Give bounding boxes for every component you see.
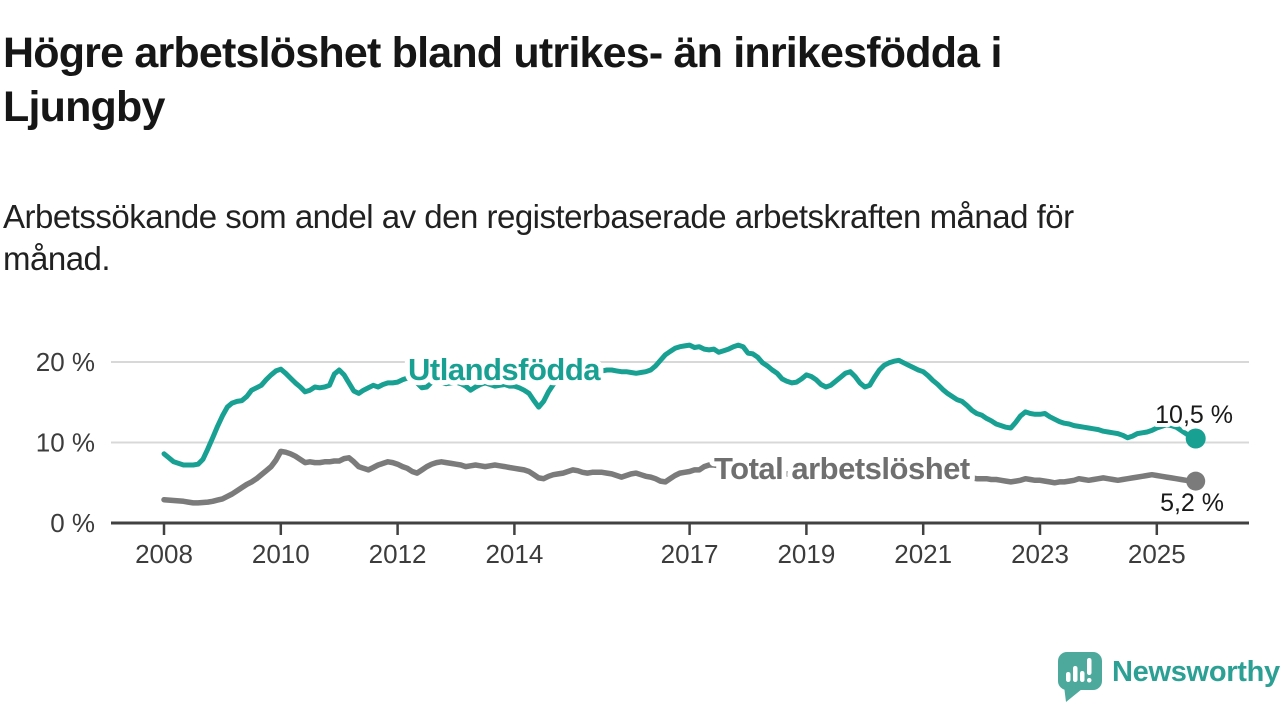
page-title: Högre arbetslöshet bland utrikes- än inr… bbox=[3, 26, 1243, 134]
gridlines bbox=[111, 361, 1249, 444]
utlandsfodda-value-label: 10,5 % bbox=[1155, 401, 1233, 429]
total-arbetsloshet-series-label: Total arbetslöshet bbox=[714, 451, 970, 486]
x-tick-label-2008: 2008 bbox=[135, 539, 193, 569]
newsworthy-logo-icon bbox=[1058, 652, 1102, 702]
utlandsfodda-end-dot bbox=[1185, 428, 1206, 449]
chart-subtitle-line-2: månad. bbox=[3, 240, 111, 277]
y-axis-tick-labels: 0 % 10 % 20 % bbox=[36, 347, 95, 538]
total-arbetsloshet-value-label: 5,2 % bbox=[1160, 489, 1224, 517]
chart-subtitle: Arbetssökande som andel av den registerb… bbox=[3, 196, 1243, 280]
x-tick-label-2014: 2014 bbox=[485, 539, 543, 569]
x-tick-label-2010: 2010 bbox=[252, 539, 310, 569]
y-tick-label-10: 10 % bbox=[36, 428, 95, 458]
x-tick-label-2025: 2025 bbox=[1128, 539, 1186, 569]
x-tick-label-2017: 2017 bbox=[661, 539, 719, 569]
page-title-line-2: Ljungby bbox=[3, 83, 165, 131]
newsworthy-logo-text: Newsworthy bbox=[1112, 656, 1280, 688]
x-axis bbox=[111, 521, 1249, 535]
x-axis-tick-labels: 2008 2010 2012 2014 2017 2019 2021 2023 2025 bbox=[135, 539, 1186, 569]
x-tick-label-2021: 2021 bbox=[894, 539, 952, 569]
x-tick-label-2012: 2012 bbox=[369, 539, 427, 569]
y-tick-label-0: 0 % bbox=[50, 508, 95, 538]
total-arbetsloshet-line bbox=[161, 448, 1199, 506]
chart-subtitle-line-1: Arbetssökande som andel av den registerb… bbox=[3, 198, 1074, 235]
newsworthy-logo: Newsworthy bbox=[1056, 648, 1280, 708]
page-title-line-1: Högre arbetslöshet bland utrikes- än inr… bbox=[3, 29, 1002, 77]
utlandsfodda-line bbox=[161, 342, 1199, 468]
x-tick-label-2019: 2019 bbox=[777, 539, 835, 569]
x-tick-label-2023: 2023 bbox=[1011, 539, 1069, 569]
y-tick-label-20: 20 % bbox=[36, 347, 95, 377]
total-arbetsloshet-end-dot bbox=[1186, 471, 1206, 491]
utlandsfodda-series-label: Utlandsfödda bbox=[408, 352, 601, 387]
